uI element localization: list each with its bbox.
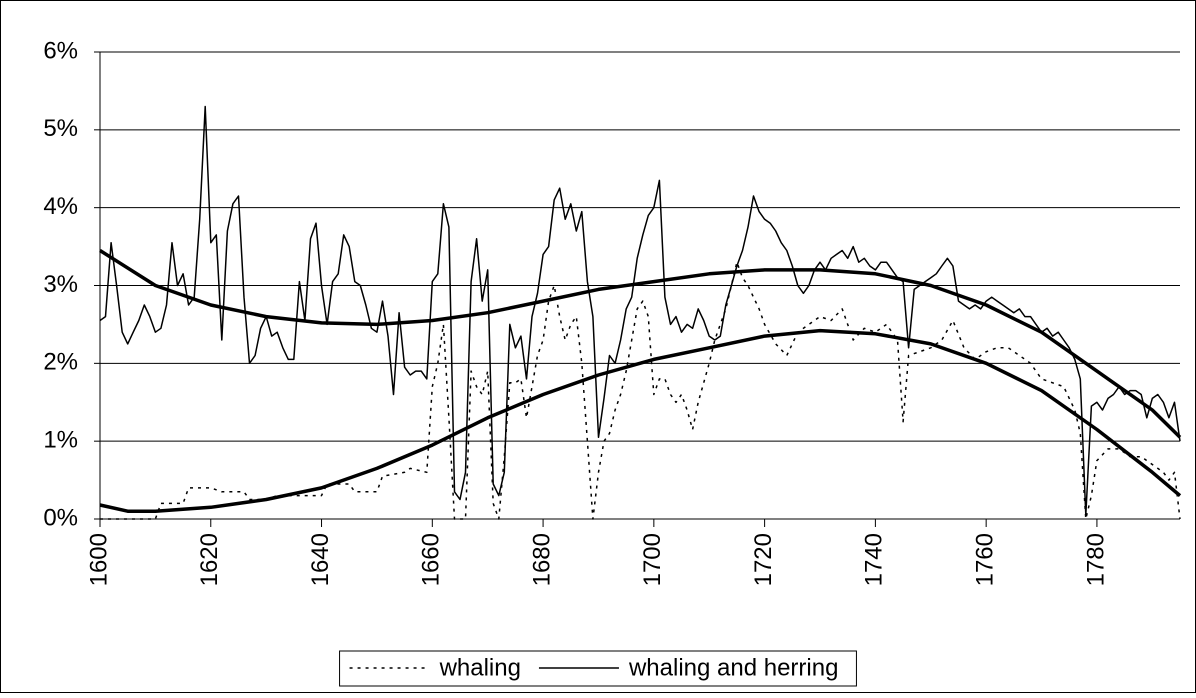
x-tick-label: 1680: [528, 533, 555, 586]
series-line: [99, 328, 1182, 513]
y-tick-label: 5%: [43, 115, 78, 142]
x-tick-label: 1640: [307, 533, 334, 586]
x-tick-label: 1700: [639, 533, 666, 586]
legend-label: whaling and herring: [628, 654, 838, 681]
x-tick-label: 1780: [1082, 533, 1109, 586]
x-tick-label: 1720: [750, 533, 777, 586]
y-tick-label: 0%: [43, 504, 78, 531]
y-tick-label: 2%: [43, 349, 78, 376]
series-line: [99, 105, 1181, 516]
y-tick-label: 3%: [43, 271, 78, 298]
x-tick-label: 1740: [861, 533, 888, 586]
x-tick-label: 1660: [418, 533, 445, 586]
x-tick-label: 1600: [85, 533, 112, 586]
legend-label: whaling: [439, 654, 521, 681]
x-tick-label: 1760: [971, 533, 998, 586]
series-line: [100, 261, 1181, 520]
y-tick-label: 6%: [43, 37, 78, 64]
series-line: [99, 249, 1182, 439]
y-tick-label: 1%: [43, 427, 78, 454]
y-tick-label: 4%: [43, 193, 78, 220]
x-tick-label: 1620: [196, 533, 223, 586]
